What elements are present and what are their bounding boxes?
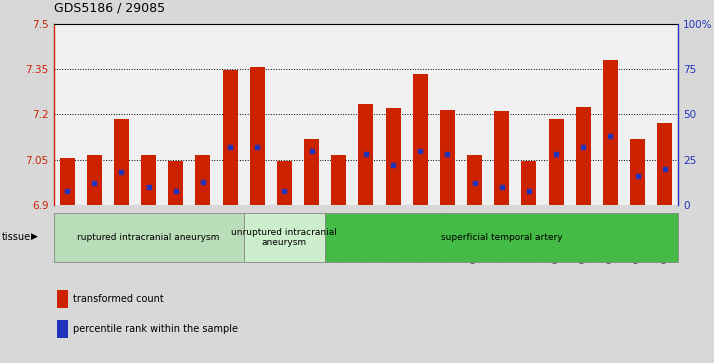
Text: ▶: ▶: [31, 232, 39, 241]
Bar: [223, 70, 238, 205]
Bar: [467, 155, 482, 205]
Bar: [277, 161, 292, 205]
FancyBboxPatch shape: [54, 213, 243, 262]
Bar: [169, 161, 183, 205]
Bar: [658, 123, 672, 205]
Text: superficial temporal artery: superficial temporal artery: [441, 233, 563, 242]
Bar: [141, 155, 156, 205]
FancyBboxPatch shape: [325, 213, 678, 262]
Text: percentile rank within the sample: percentile rank within the sample: [74, 324, 238, 334]
FancyBboxPatch shape: [243, 213, 325, 262]
Bar: [548, 119, 563, 205]
Bar: [575, 107, 590, 205]
Text: GDS5186 / 29085: GDS5186 / 29085: [54, 2, 165, 15]
Bar: [57, 290, 68, 308]
Text: ruptured intracranial aneurysm: ruptured intracranial aneurysm: [77, 233, 220, 242]
Bar: [250, 68, 265, 205]
Bar: [60, 158, 74, 205]
Bar: [331, 155, 346, 205]
Bar: [358, 104, 373, 205]
Bar: [114, 119, 129, 205]
Bar: [57, 320, 68, 338]
Bar: [494, 111, 509, 205]
Bar: [87, 155, 102, 205]
Text: transformed count: transformed count: [74, 294, 164, 304]
Text: tissue: tissue: [2, 232, 31, 242]
Bar: [304, 139, 319, 205]
Bar: [413, 74, 428, 205]
Bar: [630, 139, 645, 205]
Bar: [386, 108, 401, 205]
Text: unruptured intracranial
aneurysm: unruptured intracranial aneurysm: [231, 228, 338, 248]
Bar: [603, 60, 618, 205]
Bar: [196, 155, 211, 205]
Bar: [521, 161, 536, 205]
Bar: [440, 110, 455, 205]
